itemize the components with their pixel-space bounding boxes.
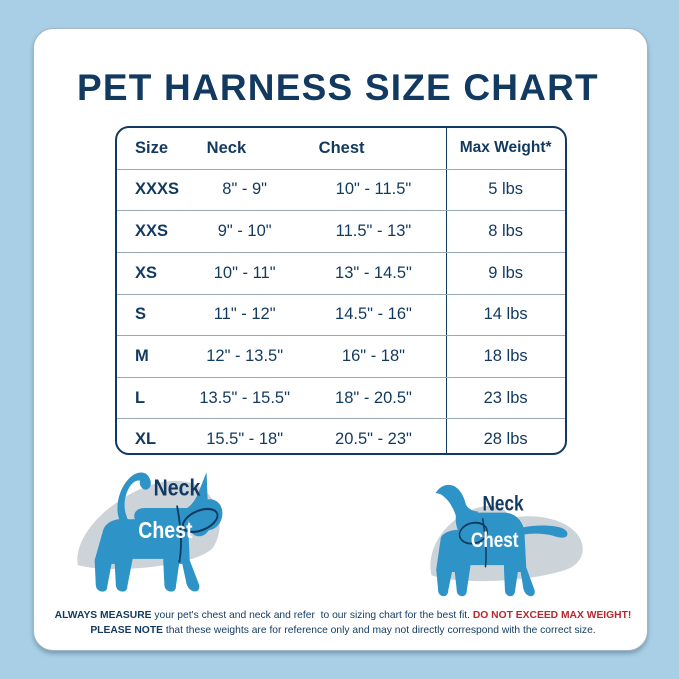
svg-text:Chest: Chest (471, 529, 519, 552)
svg-text:Chest: Chest (138, 517, 192, 543)
svg-text:Neck: Neck (154, 475, 201, 501)
svg-text:Neck: Neck (483, 493, 524, 516)
